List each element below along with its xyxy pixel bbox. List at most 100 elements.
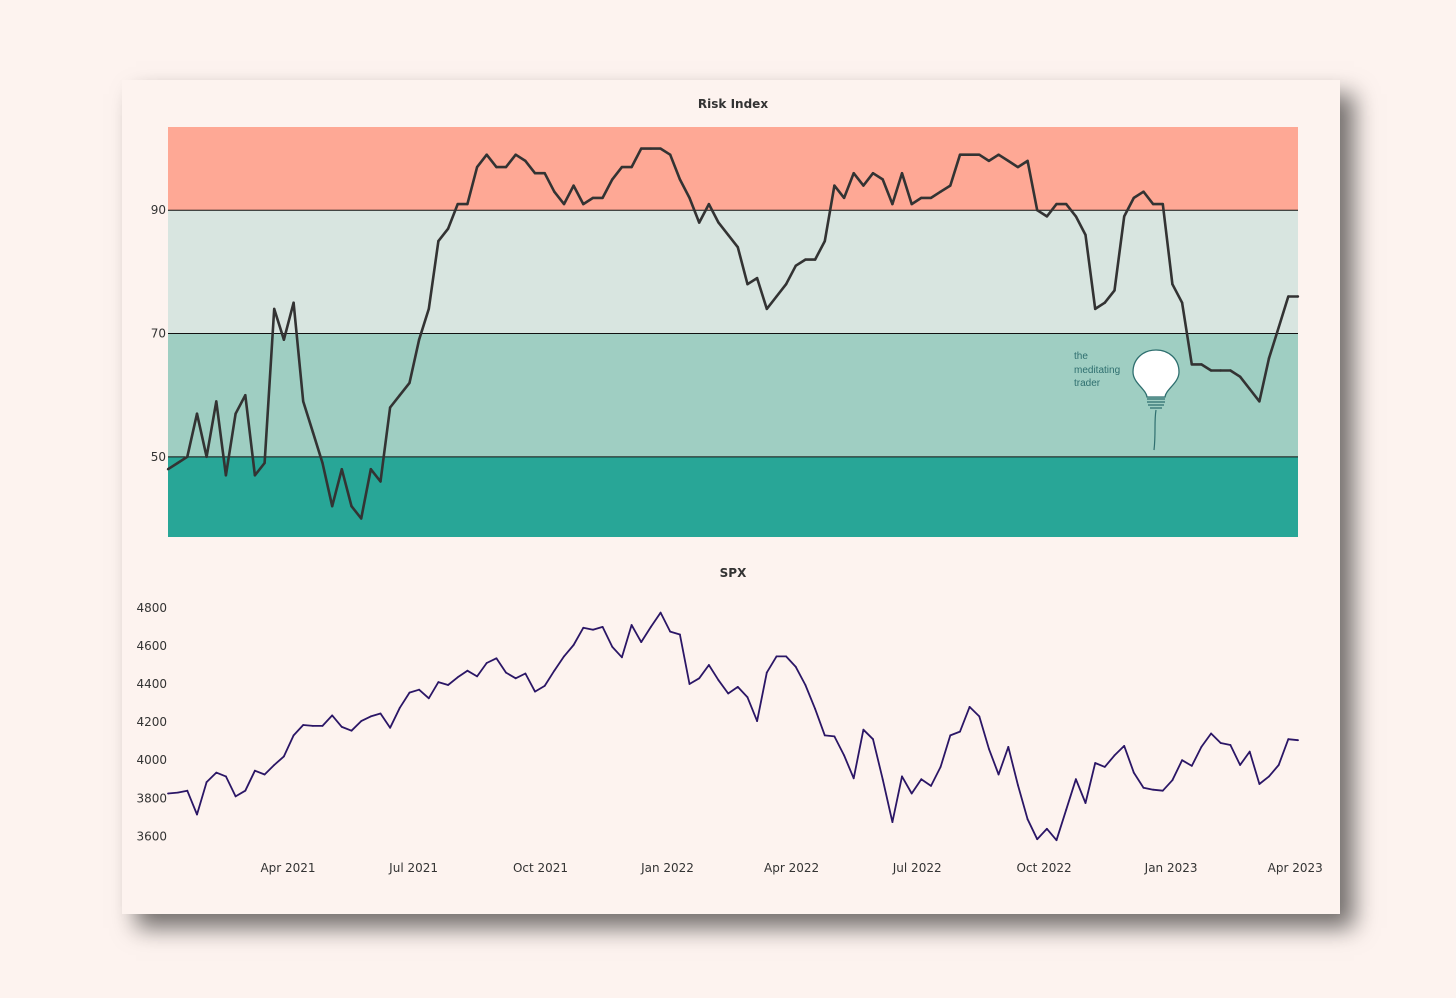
risk-point bbox=[350, 505, 353, 508]
risk-point bbox=[640, 147, 643, 150]
spx-point bbox=[543, 685, 546, 687]
risk-point bbox=[1287, 295, 1290, 298]
risk-point bbox=[717, 221, 720, 224]
risk-point bbox=[1277, 326, 1280, 329]
spx-point bbox=[176, 791, 179, 794]
risk-point bbox=[1180, 301, 1184, 304]
spx-y-tick-label: 4600 bbox=[136, 639, 167, 653]
risk-point bbox=[244, 394, 247, 397]
spx-point bbox=[302, 724, 305, 726]
risk-point bbox=[910, 202, 913, 206]
risk-point bbox=[987, 159, 991, 163]
risk-point bbox=[746, 283, 749, 286]
spx-point bbox=[1103, 766, 1106, 768]
spx-y-tick-label: 4800 bbox=[136, 601, 167, 615]
spx-point bbox=[872, 738, 874, 741]
spx-point bbox=[862, 728, 865, 731]
spx-point bbox=[765, 671, 768, 674]
risk-point bbox=[388, 406, 392, 409]
logo-line-1: the bbox=[1074, 351, 1088, 362]
spx-point bbox=[1219, 742, 1222, 744]
spx-point bbox=[852, 777, 855, 780]
spx-point bbox=[823, 734, 826, 737]
spx-point bbox=[234, 795, 237, 798]
spx-point bbox=[592, 628, 594, 631]
risk-point bbox=[302, 400, 305, 403]
risk-point bbox=[427, 307, 430, 311]
spx-point bbox=[988, 747, 990, 750]
risk-band-0 bbox=[168, 127, 1298, 211]
spx-point bbox=[939, 766, 942, 768]
spx-point bbox=[1210, 732, 1212, 735]
spx-point bbox=[1248, 750, 1251, 753]
spx-point bbox=[1123, 745, 1126, 747]
spx-point bbox=[669, 630, 672, 633]
spx-point bbox=[949, 734, 952, 737]
risk-point bbox=[1248, 387, 1251, 391]
spx-point bbox=[283, 755, 285, 758]
spx-point bbox=[881, 778, 884, 781]
spx-point bbox=[891, 821, 894, 823]
risk-point bbox=[166, 468, 170, 471]
risk-point bbox=[1229, 369, 1232, 372]
spx-point bbox=[910, 792, 913, 795]
spx-point bbox=[920, 778, 923, 781]
risk-point bbox=[958, 153, 962, 156]
risk-point bbox=[978, 153, 981, 156]
spx-point bbox=[1065, 808, 1068, 811]
spx-point bbox=[1268, 775, 1270, 778]
spx-chart-title: SPX bbox=[720, 566, 747, 580]
spx-point bbox=[215, 771, 218, 774]
risk-point bbox=[1016, 165, 1020, 169]
spx-point bbox=[572, 644, 575, 646]
risk-point bbox=[1103, 301, 1107, 304]
risk-point bbox=[881, 178, 884, 181]
risk-point bbox=[591, 196, 595, 200]
spx-point bbox=[1277, 764, 1280, 766]
spx-point bbox=[1200, 746, 1203, 748]
spx-point bbox=[495, 657, 498, 660]
risk-point bbox=[1123, 215, 1126, 218]
spx-point bbox=[717, 679, 720, 682]
risk-point bbox=[533, 172, 537, 175]
spx-y-tick-label: 4400 bbox=[136, 677, 167, 691]
risk-point bbox=[1065, 202, 1068, 206]
risk-index-line bbox=[167, 147, 1298, 520]
risk-point bbox=[804, 258, 807, 261]
risk-point bbox=[234, 412, 237, 415]
risk-point bbox=[949, 184, 952, 187]
spx-point bbox=[244, 789, 247, 792]
spx-point bbox=[408, 691, 411, 694]
spx-point bbox=[997, 773, 1000, 776]
spx-y-tick-label: 4000 bbox=[136, 753, 167, 767]
spx-point bbox=[1239, 764, 1241, 766]
spx-line bbox=[167, 611, 1299, 842]
risk-points bbox=[166, 147, 1300, 520]
risk-point bbox=[1267, 357, 1271, 360]
risk-point bbox=[620, 165, 624, 169]
spx-point bbox=[534, 690, 536, 693]
risk-point bbox=[630, 165, 633, 169]
meditating-trader-logo: the meditating trader bbox=[1074, 349, 1180, 451]
spx-point bbox=[1046, 827, 1048, 830]
risk-point bbox=[176, 461, 179, 465]
spx-point bbox=[1007, 746, 1010, 748]
spx-point bbox=[340, 726, 343, 728]
spx-point bbox=[427, 697, 430, 700]
risk-threshold-lines bbox=[168, 209, 1298, 458]
risk-point bbox=[543, 172, 546, 175]
spx-x-tick-label: Jul 2021 bbox=[388, 861, 438, 875]
risk-point bbox=[195, 412, 199, 415]
risk-point bbox=[1258, 400, 1261, 403]
spx-point bbox=[659, 611, 662, 614]
risk-point bbox=[678, 178, 682, 181]
risk-point bbox=[775, 295, 778, 298]
risk-point bbox=[871, 172, 875, 175]
risk-point bbox=[417, 338, 421, 341]
risk-point bbox=[1045, 215, 1049, 218]
spx-point bbox=[1094, 762, 1097, 764]
risk-point bbox=[263, 461, 266, 465]
risk-point bbox=[833, 184, 836, 187]
risk-band-1 bbox=[168, 210, 1298, 334]
spx-point bbox=[456, 676, 459, 679]
